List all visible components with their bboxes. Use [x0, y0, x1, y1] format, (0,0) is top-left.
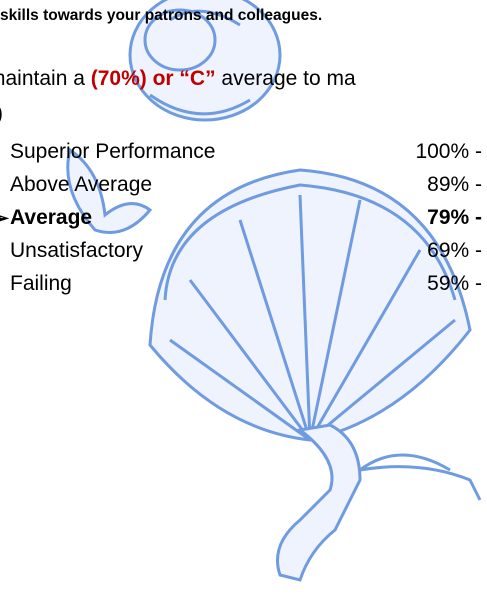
- grade-range: 100% -: [415, 140, 482, 163]
- grade-range: 59% -: [427, 272, 482, 295]
- grade-label: Failing: [10, 272, 72, 295]
- page: skills towards your patrons and colleagu…: [0, 0, 487, 597]
- grade-label: Unsatisfactory: [10, 239, 144, 262]
- grade-range: 79% -: [427, 206, 482, 229]
- header-text: skills towards your patrons and colleagu…: [0, 7, 322, 24]
- requirement-text: maintain a (70%) or “C” average to ma: [0, 67, 356, 90]
- requirement-after: average to ma: [216, 67, 356, 90]
- grade-label: Average: [10, 206, 92, 229]
- requirement-continuation: ): [0, 102, 3, 125]
- document: skills towards your patrons and colleagu…: [0, 0, 487, 597]
- grade-range: 69% -: [427, 239, 482, 262]
- requirement-before: maintain a: [0, 67, 91, 90]
- grade-marker: ➢: [0, 208, 10, 228]
- grade-range: 89% -: [427, 173, 482, 196]
- requirement-emphasis: (70%) or “C”: [91, 67, 216, 90]
- grade-label: Above Average: [10, 173, 152, 196]
- grade-label: Superior Performance: [10, 140, 215, 163]
